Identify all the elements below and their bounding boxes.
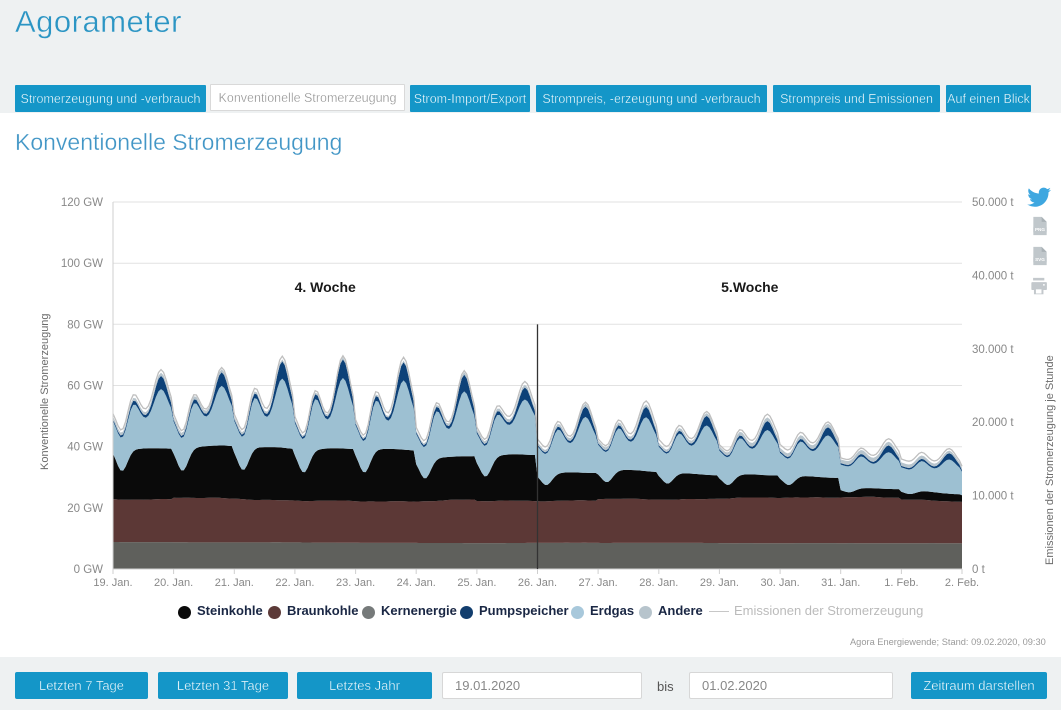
- svg-text:26. Jan.: 26. Jan.: [518, 577, 557, 589]
- svg-text:21. Jan.: 21. Jan.: [215, 577, 254, 589]
- svg-text:PNG: PNG: [1035, 227, 1045, 232]
- svg-text:19. Jan.: 19. Jan.: [93, 577, 132, 589]
- svg-text:23. Jan.: 23. Jan.: [336, 577, 375, 589]
- svg-text:4. Woche: 4. Woche: [295, 279, 356, 295]
- svg-text:31. Jan.: 31. Jan.: [821, 577, 860, 589]
- svg-text:SVG: SVG: [1035, 257, 1045, 262]
- svg-text:120 GW: 120 GW: [61, 197, 103, 209]
- svg-text:22. Jan.: 22. Jan.: [275, 577, 314, 589]
- svg-text:100 GW: 100 GW: [61, 258, 103, 270]
- svg-text:40 GW: 40 GW: [67, 442, 103, 454]
- svg-text:28. Jan.: 28. Jan.: [639, 577, 678, 589]
- svg-text:50.000 t: 50.000 t: [972, 197, 1014, 209]
- svg-text:20 GW: 20 GW: [67, 503, 103, 515]
- svg-text:5.Woche: 5.Woche: [721, 279, 779, 295]
- svg-text:0 GW: 0 GW: [74, 564, 104, 576]
- svg-text:40.000 t: 40.000 t: [972, 270, 1014, 282]
- svg-text:27. Jan.: 27. Jan.: [579, 577, 618, 589]
- svg-text:30.000 t: 30.000 t: [972, 344, 1014, 356]
- svg-text:25. Jan.: 25. Jan.: [457, 577, 496, 589]
- svg-text:80 GW: 80 GW: [67, 319, 103, 331]
- svg-text:29. Jan.: 29. Jan.: [700, 577, 739, 589]
- svg-text:2. Feb.: 2. Feb.: [945, 577, 979, 589]
- svg-text:60 GW: 60 GW: [67, 381, 103, 393]
- svg-text:20.000 t: 20.000 t: [972, 417, 1014, 429]
- svg-text:1. Feb.: 1. Feb.: [884, 577, 918, 589]
- svg-text:10.000 t: 10.000 t: [972, 491, 1014, 503]
- svg-text:0 t: 0 t: [972, 564, 986, 576]
- svg-text:20. Jan.: 20. Jan.: [154, 577, 193, 589]
- svg-text:24. Jan.: 24. Jan.: [397, 577, 436, 589]
- svg-text:30. Jan.: 30. Jan.: [761, 577, 800, 589]
